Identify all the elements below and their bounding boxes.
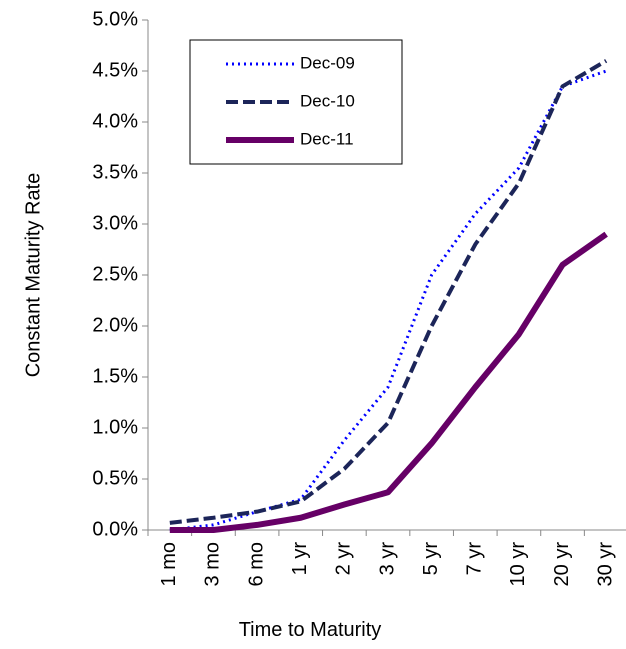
x-tick-label: 1 yr [289, 542, 311, 576]
legend-label: Dec-09 [300, 53, 355, 72]
y-tick-label: 0.5% [92, 467, 138, 489]
x-tick-label: 6 mo [245, 542, 267, 586]
x-tick-label: 7 yr [464, 542, 486, 576]
x-axis-title: Time to Maturity [239, 619, 382, 641]
y-tick-label: 5.0% [92, 8, 138, 30]
y-tick-label: 1.5% [92, 365, 138, 387]
y-tick-label: 2.5% [92, 263, 138, 285]
x-tick-label: 20 yr [551, 542, 573, 587]
y-axis-title: Constant Maturity Rate [22, 173, 44, 378]
x-tick-label: 1 mo [158, 542, 180, 586]
x-tick-label: 30 yr [594, 542, 616, 587]
y-tick-label: 1.0% [92, 416, 138, 438]
series-line [169, 59, 608, 525]
x-tick-label: 3 mo [202, 542, 224, 586]
y-tick-label: 0.0% [92, 518, 138, 540]
y-tick-label: 3.5% [92, 161, 138, 183]
legend-box [189, 39, 403, 165]
y-tick-label: 4.5% [92, 59, 138, 81]
series-line [169, 69, 607, 532]
x-tick-label: 10 yr [507, 542, 529, 587]
series-line [169, 231, 608, 533]
y-tick-label: 4.0% [92, 110, 138, 132]
x-tick-label: 2 yr [333, 542, 355, 576]
legend-label: Dec-10 [300, 91, 355, 110]
legend-label: Dec-11 [300, 129, 354, 148]
legend: Dec-09 Dec-10 Dec-11 [189, 39, 403, 165]
x-tick-label: 5 yr [420, 542, 442, 576]
y-tick-label: 3.0% [92, 212, 138, 234]
y-tick-label: 2.0% [92, 314, 138, 336]
x-tick-label: 3 yr [376, 542, 398, 576]
